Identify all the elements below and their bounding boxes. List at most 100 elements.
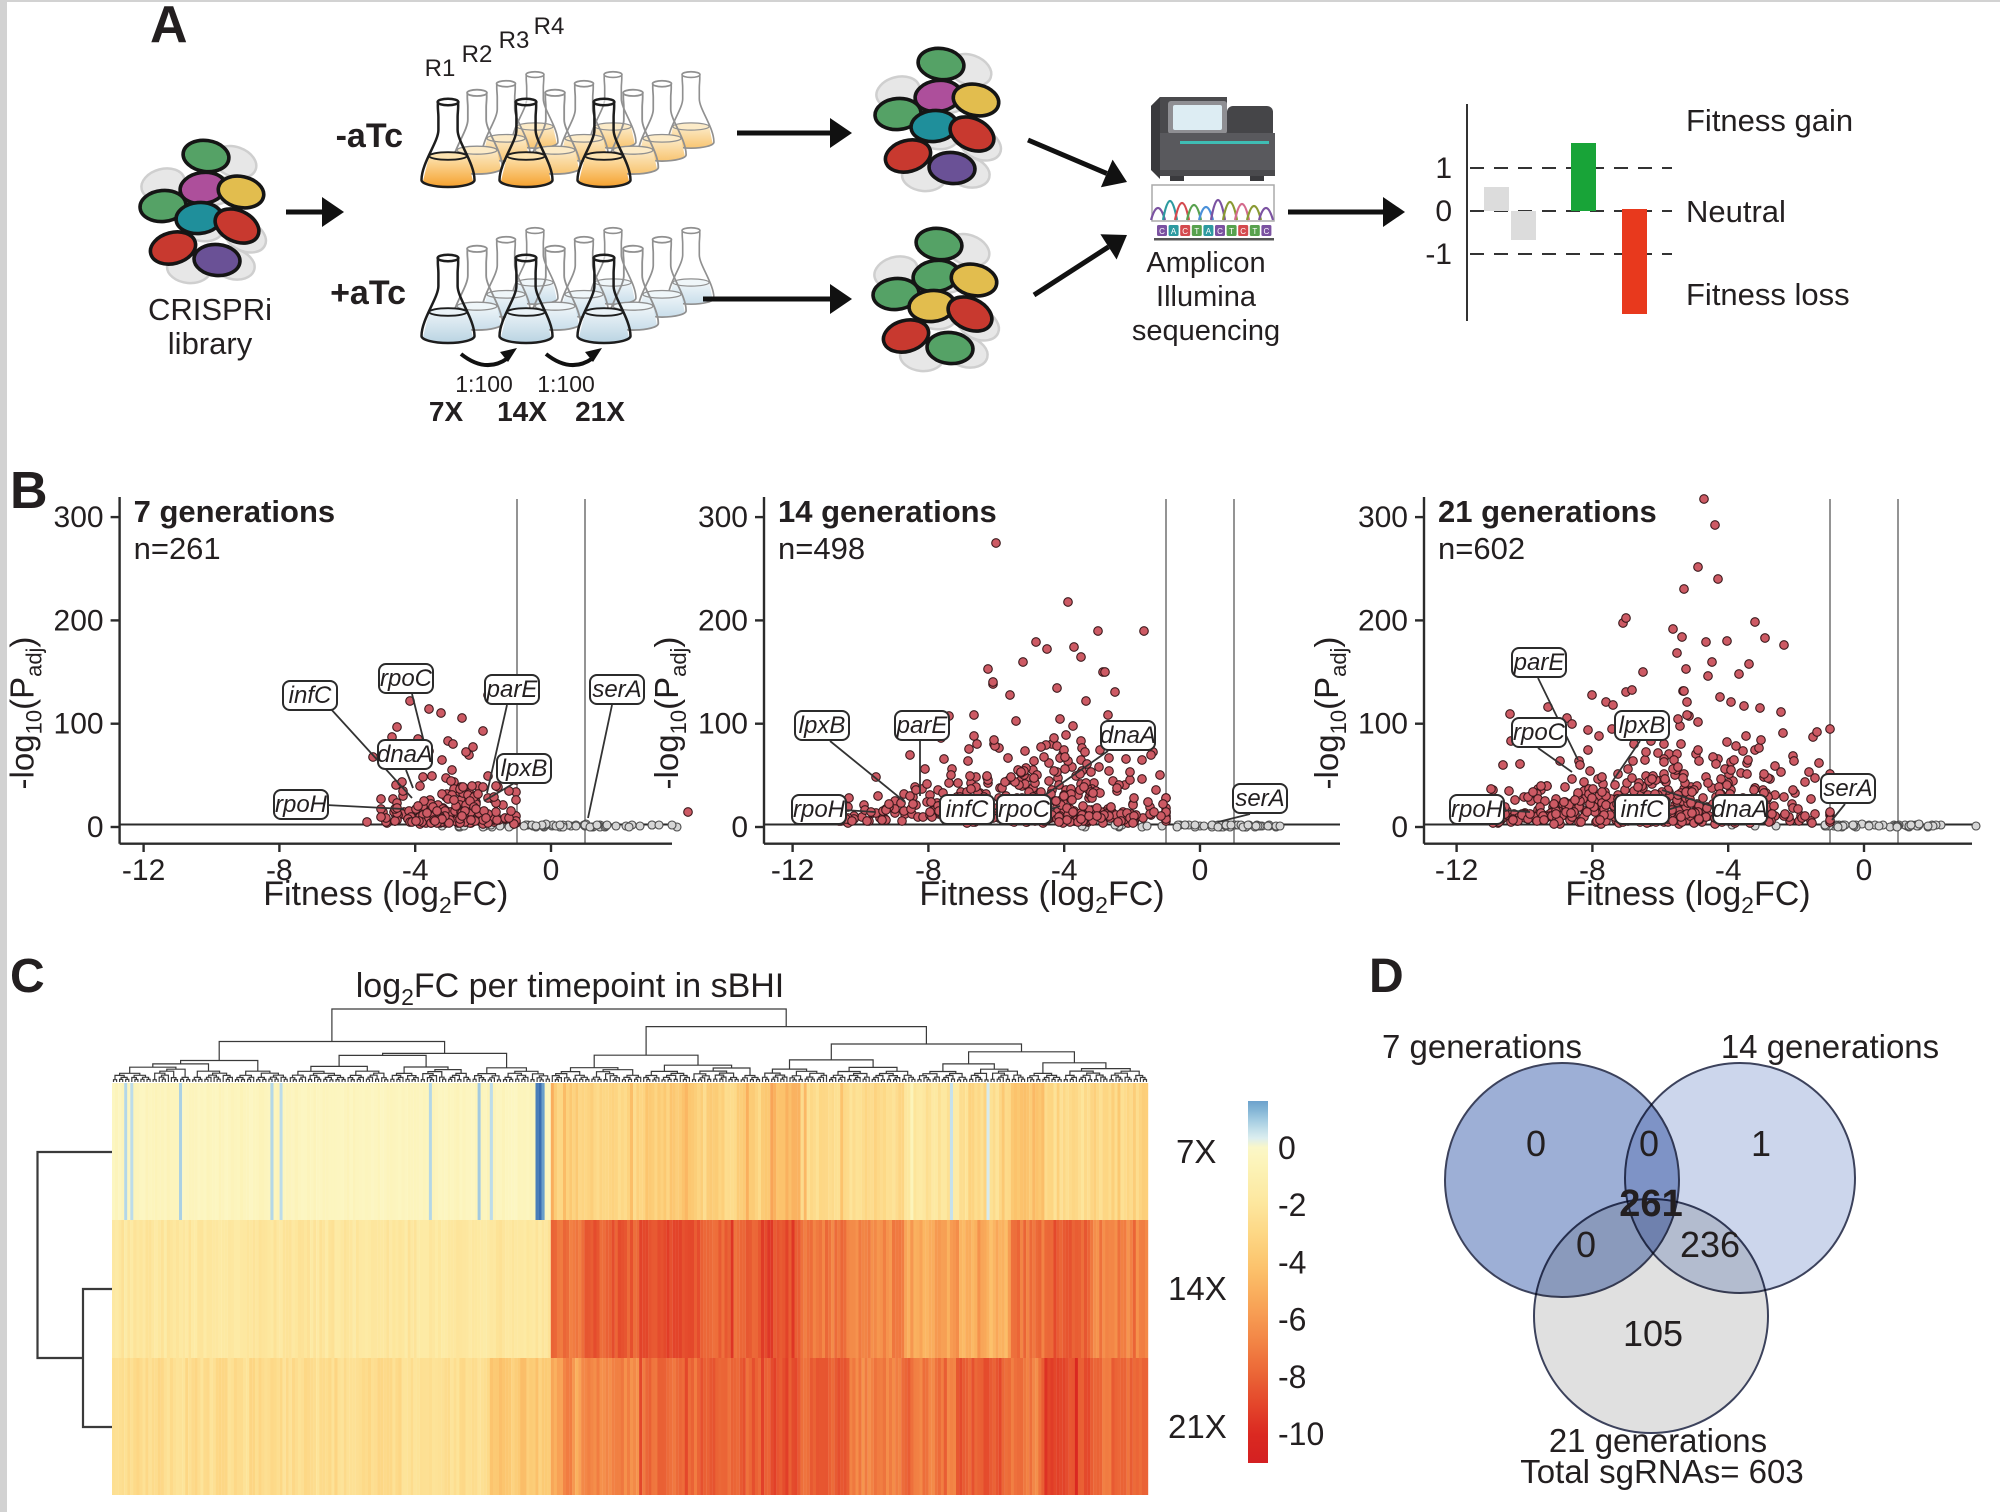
svg-text:rpoH: rpoH [793, 796, 846, 823]
svg-text:B: B [10, 462, 48, 520]
svg-text:C: C [1240, 227, 1246, 236]
svg-text:infC: infC [946, 796, 989, 823]
svg-text:parE: parE [1513, 649, 1566, 676]
svg-text:236: 236 [1680, 1224, 1740, 1265]
svg-text:14 generations: 14 generations [778, 494, 997, 529]
svg-text:serA: serA [1235, 785, 1284, 812]
svg-text:1: 1 [1435, 152, 1452, 185]
svg-text:0: 0 [1435, 195, 1452, 228]
svg-text:rpoH: rpoH [1451, 796, 1504, 823]
svg-text:lpxB: lpxB [501, 755, 548, 782]
svg-text:300: 300 [698, 501, 748, 534]
svg-text:21 generations: 21 generations [1438, 494, 1657, 529]
svg-text:A: A [1171, 227, 1177, 236]
svg-text:0: 0 [1526, 1123, 1546, 1164]
svg-text:n=261: n=261 [134, 531, 221, 566]
svg-text:7X: 7X [429, 396, 464, 427]
svg-text:serA: serA [1823, 775, 1872, 802]
svg-text:-4: -4 [1715, 854, 1742, 887]
svg-text:21X: 21X [1168, 1408, 1227, 1445]
svg-text:-4: -4 [1278, 1244, 1306, 1280]
svg-text:Amplicon: Amplicon [1146, 247, 1265, 279]
svg-text:100: 100 [54, 708, 104, 741]
svg-text:-4: -4 [1051, 854, 1078, 887]
svg-text:rpoC: rpoC [380, 665, 433, 692]
svg-text:200: 200 [698, 604, 748, 637]
svg-text:105: 105 [1623, 1313, 1683, 1354]
svg-text:dnaA: dnaA [1712, 796, 1768, 823]
svg-text:7 generations: 7 generations [134, 494, 336, 529]
svg-text:C: C [10, 950, 45, 1003]
svg-text:Fitness gain: Fitness gain [1686, 103, 1853, 138]
svg-text:n=602: n=602 [1438, 531, 1525, 566]
svg-text:Neutral: Neutral [1686, 194, 1786, 229]
svg-text:R1: R1 [425, 55, 456, 82]
svg-text:n=498: n=498 [778, 531, 865, 566]
svg-text:21X: 21X [575, 396, 625, 427]
svg-text:300: 300 [54, 501, 104, 534]
svg-text:sequencing: sequencing [1132, 315, 1280, 347]
svg-text:-8: -8 [915, 854, 942, 887]
svg-text:1:100: 1:100 [537, 371, 595, 397]
svg-text:rpoC: rpoC [1513, 719, 1566, 746]
svg-text:C: C [1217, 227, 1223, 236]
svg-text:T: T [1252, 227, 1257, 236]
svg-text:parE: parE [486, 676, 539, 703]
svg-text:0: 0 [543, 854, 560, 887]
svg-text:-6: -6 [1278, 1302, 1306, 1338]
svg-text:21 generations: 21 generations [1549, 1422, 1767, 1459]
svg-text:dnaA: dnaA [377, 741, 433, 768]
svg-text:0: 0 [1192, 854, 1209, 887]
svg-text:-8: -8 [1579, 854, 1606, 887]
svg-text:C: C [1264, 227, 1270, 236]
svg-text:-4: -4 [402, 854, 429, 887]
svg-text:lpxB: lpxB [799, 712, 846, 739]
svg-text:C: C [1159, 227, 1165, 236]
svg-text:lpxB: lpxB [1619, 712, 1666, 739]
svg-text:0: 0 [1856, 854, 1873, 887]
svg-text:Total sgRNAs= 603: Total sgRNAs= 603 [1520, 1453, 1803, 1490]
svg-text:R3: R3 [499, 27, 530, 54]
svg-text:-aTc: -aTc [336, 117, 403, 155]
svg-text:+aTc: +aTc [330, 274, 406, 312]
svg-text:serA: serA [592, 676, 641, 703]
svg-text:Fitness (log2FC): Fitness (log2FC) [919, 875, 1164, 918]
svg-text:0: 0 [1639, 1123, 1659, 1164]
svg-text:A: A [150, 0, 188, 54]
svg-text:100: 100 [1358, 708, 1408, 741]
svg-text:1:100: 1:100 [455, 371, 513, 397]
svg-text:261: 261 [1619, 1183, 1682, 1225]
svg-text:D: D [1369, 950, 1404, 1003]
svg-text:0: 0 [87, 811, 104, 844]
svg-text:-1: -1 [1425, 238, 1452, 271]
svg-text:0: 0 [1576, 1224, 1596, 1265]
svg-text:dnaA: dnaA [1100, 722, 1156, 749]
svg-text:C: C [1182, 227, 1188, 236]
svg-text:300: 300 [1358, 501, 1408, 534]
svg-text:-12: -12 [1435, 854, 1478, 887]
svg-text:Fitness (log2FC): Fitness (log2FC) [263, 875, 508, 918]
svg-text:14X: 14X [497, 396, 547, 427]
svg-text:-10: -10 [1278, 1416, 1324, 1452]
svg-text:200: 200 [1358, 604, 1408, 637]
svg-text:R2: R2 [462, 41, 493, 68]
svg-text:1: 1 [1751, 1123, 1771, 1164]
svg-text:T: T [1229, 227, 1234, 236]
svg-text:Fitness loss: Fitness loss [1686, 277, 1850, 312]
svg-text:14 generations: 14 generations [1721, 1028, 1939, 1065]
svg-text:-2: -2 [1278, 1187, 1306, 1223]
svg-text:0: 0 [731, 811, 748, 844]
svg-text:0: 0 [1391, 811, 1408, 844]
svg-text:rpoC: rpoC [998, 796, 1051, 823]
svg-text:0: 0 [1278, 1130, 1296, 1166]
svg-text:log2FC per timepoint in sBHI: log2FC per timepoint in sBHI [356, 967, 785, 1010]
svg-text:-12: -12 [122, 854, 165, 887]
svg-text:infC: infC [289, 682, 332, 709]
svg-text:-12: -12 [771, 854, 814, 887]
svg-text:7 generations: 7 generations [1382, 1028, 1582, 1065]
svg-text:infC: infC [1621, 796, 1664, 823]
svg-text:200: 200 [54, 604, 104, 637]
svg-text:R4: R4 [534, 13, 565, 40]
svg-text:Fitness (log2FC): Fitness (log2FC) [1565, 875, 1810, 918]
svg-text:library: library [168, 326, 253, 361]
